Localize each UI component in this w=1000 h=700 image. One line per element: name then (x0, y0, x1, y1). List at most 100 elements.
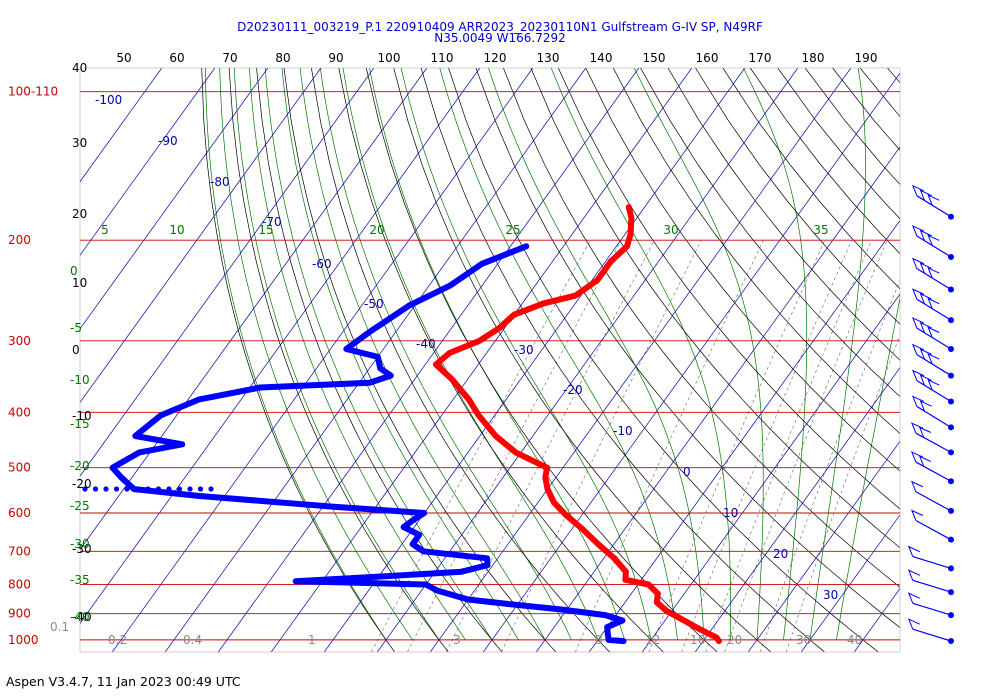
dewpoint-dot (124, 486, 130, 492)
pressure-label: 300 (8, 334, 31, 348)
wind-barb (907, 569, 954, 596)
wind-barb (907, 545, 954, 572)
top-scale-label: 170 (749, 51, 772, 65)
wind-barb (910, 509, 954, 543)
isotherm-label: -90 (158, 134, 178, 148)
dewpoint-dot (82, 486, 88, 492)
dry-adiabat-line (915, 68, 1000, 652)
pressure-label: 100-110 (8, 85, 58, 99)
top-scale-label: 190 (855, 51, 878, 65)
mixing-ratio-label: 8 (595, 633, 603, 647)
wind-barb-flag (919, 400, 932, 412)
wind-barb-flag (919, 229, 932, 241)
wind-barb-flag (918, 455, 932, 467)
top-scale-label: 50 (116, 51, 131, 65)
pressure-label: 200 (8, 233, 31, 247)
moist-adiabat-label: 10 (169, 223, 184, 237)
wind-barb-flag (911, 395, 925, 407)
isotherm-label: -40 (416, 337, 436, 351)
mixing-ratio-label: 20 (727, 633, 742, 647)
dry-adiabat-line (832, 68, 900, 151)
dewpoint-dot (208, 486, 214, 492)
dry-adiabat-line (393, 68, 772, 652)
top-scale-label: 150 (643, 51, 666, 65)
dewpoint-dot (155, 486, 162, 492)
plot-frame (79, 67, 901, 653)
wind-barb-flag (910, 509, 924, 521)
wind-barb-shaft (916, 268, 952, 291)
moist-adiabat-line (219, 68, 413, 641)
chart-title: D20230111_003219_P.1 220910409 ARR2023_2… (237, 20, 763, 34)
pressure-label: 700 (8, 544, 31, 558)
isotherm-line (324, 68, 746, 652)
wind-barb-flag (927, 194, 940, 206)
wind-barb-flag (911, 288, 925, 300)
mixing-ratio-line (786, 334, 900, 652)
wind-barb (911, 317, 954, 353)
wind-barb (911, 184, 954, 220)
wind-barb-flag (927, 297, 940, 309)
dry-adiabat-line (420, 68, 825, 652)
wind-barb-shaft (916, 195, 952, 218)
mixing-ratio-label: 0.2 (108, 633, 127, 647)
moist-adiabat-label: 15 (258, 223, 273, 237)
moist-adiabat-line (369, 68, 625, 641)
wind-barb-flag (911, 184, 925, 197)
wind-barb-shaft (915, 432, 952, 453)
top-scale-label: 180 (802, 51, 825, 65)
wind-barb-flag (910, 480, 924, 492)
wind-barb-shaft (915, 461, 952, 482)
top-scale-label: 110 (431, 51, 454, 65)
isotherm-line (483, 72, 900, 652)
wind-barb-flag (927, 353, 940, 365)
isotherm-line (80, 68, 269, 330)
pressure-label: 1000 (8, 633, 39, 647)
dry-adiabat-line (804, 68, 900, 185)
wind-barb-flag (919, 348, 932, 360)
mixing-ratio-label: 40 (847, 633, 862, 647)
dewpoint-dot (145, 486, 151, 492)
isotherm-label: -50 (364, 297, 384, 311)
moist-adiabat-line (281, 68, 519, 641)
dry-adiabat-line (887, 68, 900, 84)
top-scale-label: 60 (169, 51, 184, 65)
dewpoint-dot (134, 486, 141, 492)
mixing-ratio-line (705, 240, 872, 652)
mixing-ratio-label: 0.4 (183, 633, 202, 647)
height-label: -20 (72, 477, 92, 491)
pressure-label: 600 (8, 506, 31, 520)
isotherm-line (589, 219, 900, 652)
wind-barb-flag (927, 267, 940, 279)
top-scale-label: 70 (222, 51, 237, 65)
dewpoint-dot (197, 486, 204, 492)
wind-barb-flag (907, 618, 920, 630)
top-scale-label: 160 (696, 51, 719, 65)
wind-barb-flag (911, 343, 925, 355)
wind-barb-flag (910, 451, 924, 463)
isotherm-label: 10 (723, 506, 738, 520)
dry-adiabat-line (283, 68, 557, 652)
pressure-label: 900 (8, 607, 31, 621)
mixing-ratio-label: 16 (690, 633, 705, 647)
wind-barb-flag (911, 257, 925, 269)
dry-adiabat-line (503, 68, 900, 588)
isotherm-label: -10 (613, 424, 633, 438)
isotherm-line (536, 146, 900, 652)
wind-barb (907, 592, 954, 619)
wind-barb-flag (918, 426, 932, 438)
moist-adiabat-line (809, 68, 866, 640)
isotherm-line (80, 68, 428, 551)
dry-adiabat-line (640, 68, 900, 397)
mixing-ratio-line (371, 240, 591, 652)
wind-barb (910, 422, 954, 456)
moist-adiabat-label: 30 (663, 223, 678, 237)
dewpoint-profile-line (109, 243, 627, 645)
wind-barb-flag (907, 569, 920, 581)
isotherm-label: -60 (312, 257, 332, 271)
height-label: 40 (72, 61, 87, 75)
moist-adiabat-line (550, 68, 732, 640)
height-label: -40 (72, 610, 92, 624)
moist-adiabat-label: 5 (101, 223, 109, 237)
height-label: -30 (72, 542, 92, 556)
